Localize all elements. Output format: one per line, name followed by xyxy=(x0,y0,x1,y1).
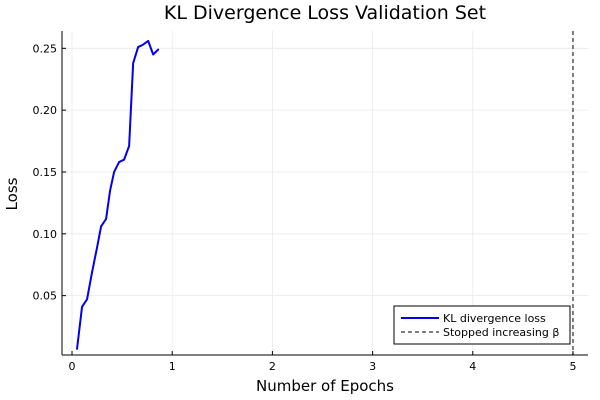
x-tick-label: 4 xyxy=(469,360,476,373)
y-axis-ticks: 0.05 0.10 0.15 0.20 0.25 xyxy=(33,42,66,303)
y-tick-label: 0.25 xyxy=(33,42,58,55)
y-tick-label: 0.20 xyxy=(33,104,58,117)
x-tick-label: 2 xyxy=(269,360,276,373)
grid-lines xyxy=(62,31,588,355)
x-axis-label: Number of Epochs xyxy=(256,377,394,395)
y-tick-label: 0.10 xyxy=(33,228,58,241)
x-tick-label: 1 xyxy=(169,360,176,373)
x-tick-label: 3 xyxy=(369,360,376,373)
plot-frame xyxy=(61,31,588,356)
y-tick-label: 0.05 xyxy=(33,290,58,303)
y-axis-label: Loss xyxy=(3,177,21,210)
legend-label-stop-line: Stopped increasing β xyxy=(443,326,559,339)
legend: KL divergence loss Stopped increasing β xyxy=(393,305,571,345)
y-tick-label: 0.15 xyxy=(33,166,58,179)
x-tick-label: 0 xyxy=(69,360,76,373)
kl-loss-line xyxy=(76,39,160,350)
x-tick-label: 5 xyxy=(569,360,576,373)
chart-title: KL Divergence Loss Validation Set xyxy=(164,2,486,24)
x-axis-ticks: 0 1 2 3 4 5 xyxy=(69,351,576,373)
legend-label-kl-loss: KL divergence loss xyxy=(443,312,546,325)
series-layer xyxy=(76,31,574,355)
legend-box xyxy=(393,305,571,345)
